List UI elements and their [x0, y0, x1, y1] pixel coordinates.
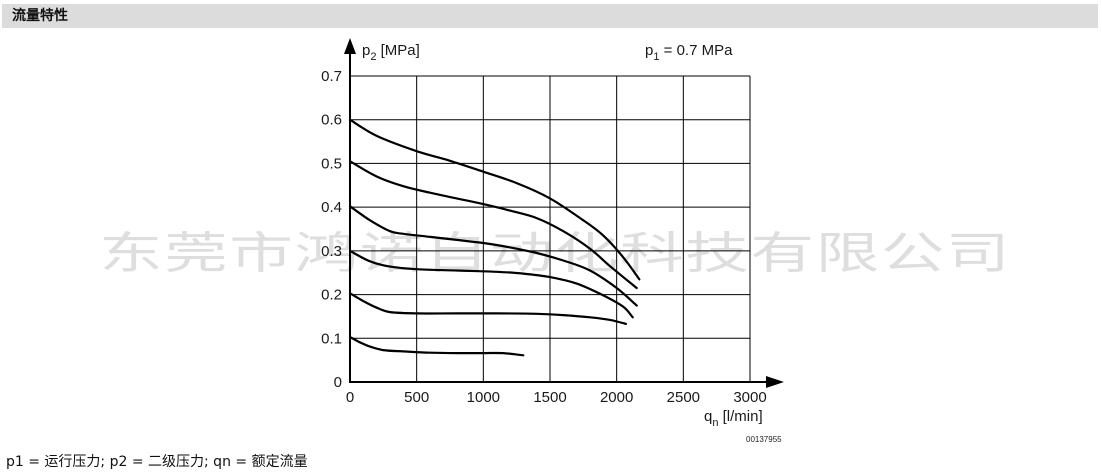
- series-group: [348, 118, 641, 357]
- section-title: 流量特性: [12, 8, 68, 24]
- y-tick-label: 0.5: [321, 155, 342, 172]
- y-tick-label: 0.3: [321, 243, 342, 260]
- watermark: 东莞市鸿诺自动化科技有限公司: [99, 228, 1011, 279]
- grid: [350, 75, 751, 382]
- y-tick-label: 0.6: [321, 112, 342, 129]
- y-axis-arrow-icon: [344, 38, 356, 54]
- x-tick-label: 500: [404, 389, 429, 406]
- p1-annotation: p1 = 0.7 MPa: [645, 42, 733, 63]
- x-tick-label: 1000: [467, 389, 500, 406]
- x-tick-label: 1500: [533, 389, 566, 406]
- tick-labels: 0 500 1000 1500 2000 2500 3000 0 0.1 0.2 0.3 0.4 0.5…: [321, 68, 767, 406]
- x-axis-arrow-icon: [766, 376, 784, 388]
- legend-caption: p1 = 运行压力; p2 = 二级压力; qn = 额定流量: [6, 454, 308, 470]
- series-line-6: [348, 335, 525, 357]
- x-axis-label: qn [l/min]: [704, 408, 763, 429]
- section-header-bar: 流量特性: [2, 4, 1098, 28]
- figure-code: 00137955: [746, 435, 782, 444]
- series-line-3: [348, 205, 638, 307]
- y-tick-label: 0: [334, 374, 342, 391]
- y-tick-label: 0.1: [321, 330, 342, 347]
- series-line-2: [348, 160, 638, 290]
- series-line-1: [348, 118, 641, 281]
- x-tick-label: 0: [346, 389, 354, 406]
- x-tick-label: 2000: [600, 389, 633, 406]
- y-tick-label: 0.2: [321, 287, 342, 304]
- x-tick-label: 3000: [733, 389, 766, 406]
- x-tick-label: 2500: [667, 389, 700, 406]
- y-tick-label: 0.7: [321, 68, 342, 85]
- series-line-5: [348, 292, 628, 325]
- y-axis-label: p2 [MPa]: [362, 42, 420, 63]
- y-tick-label: 0.4: [321, 199, 342, 216]
- series-line-4: [348, 249, 634, 319]
